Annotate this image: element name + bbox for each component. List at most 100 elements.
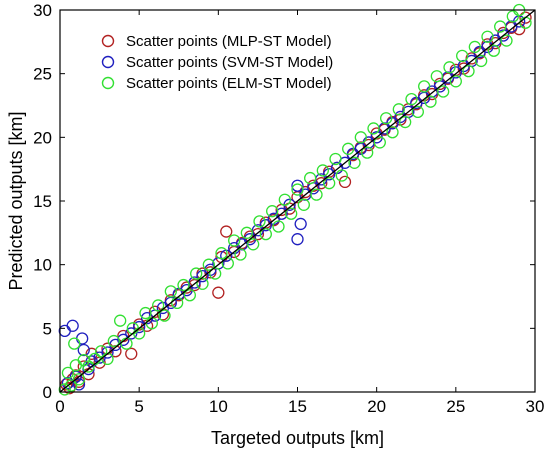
data-point [72,378,86,391]
data-point [361,146,374,159]
data-point [247,238,260,251]
data-point [399,115,412,129]
data-point [66,319,79,332]
legend-label: Scatter points (SVM-ST Model) [126,54,333,71]
data-point [272,220,285,233]
data-point [202,258,215,271]
x-tick-label: 15 [288,397,307,416]
data-point [125,327,138,340]
data-point [392,103,405,116]
data-point [82,360,95,373]
legend: Scatter points (MLP-ST Model) Scatter poi… [101,33,333,92]
data-point [316,164,329,177]
data-point [285,207,298,220]
y-tick-label: 30 [33,1,52,20]
x-axis-ticks: 0 5 10 15 20 25 30 [55,10,544,416]
data-point [125,347,138,360]
x-axis-label: Targeted outputs [km] [211,428,384,448]
data-point [304,171,317,185]
data-point [76,332,89,345]
data-point [323,168,336,181]
data-point [221,257,234,270]
data-point [95,345,108,358]
data-point [310,188,323,201]
data-point [348,156,361,169]
data-point [430,70,443,83]
legend-marker [101,55,115,69]
data-point [291,179,304,192]
data-point [449,75,462,88]
data-point [475,54,488,68]
data-point [196,269,209,283]
data-point [487,44,500,57]
y-tick-label: 15 [33,192,52,211]
legend-label: Scatter points (MLP-ST Model) [126,33,332,50]
data-point [437,85,450,98]
data-point [234,248,247,261]
y-tick-label: 5 [43,319,52,338]
data-point [354,131,367,144]
data-point [338,175,352,189]
data-point [220,225,233,238]
data-point [72,373,86,386]
data-point [152,299,165,312]
data-point [275,207,288,220]
y-tick-label: 10 [33,256,52,275]
data-point [107,334,120,348]
data-point [411,105,424,119]
data-point [215,247,228,260]
data-point [329,152,342,166]
data-point [373,136,386,149]
data-point [117,333,130,346]
data-point [68,337,81,350]
data-point [61,366,75,380]
data-point [323,177,336,190]
data-point [190,267,203,280]
data-point [58,383,71,396]
data-point [259,219,272,232]
x-tick-label: 0 [55,397,64,416]
data-point [101,346,114,359]
data-point [64,379,78,392]
data-point [164,285,177,298]
data-point [297,198,310,211]
x-tick-label: 25 [446,397,465,416]
data-point [494,20,507,33]
data-point [158,309,171,322]
data-point [367,122,380,135]
data-point [266,205,279,218]
data-point [77,343,90,357]
data-point [456,49,469,62]
y-tick-label: 25 [33,65,52,84]
data-point [513,22,526,36]
data-point [443,61,456,74]
data-point [196,277,209,290]
data-point [405,92,418,106]
x-tick-label: 30 [526,397,545,416]
data-point [278,193,291,206]
data-point [114,314,127,327]
y-tick-label: 0 [43,383,52,402]
legend-label: Scatter points (ELM-ST Model) [126,75,332,92]
data-point [481,40,494,54]
data-point [468,40,481,54]
x-tick-label: 10 [209,397,228,416]
data-point [177,278,190,292]
series-3 [58,3,532,396]
data-point [386,126,399,139]
y-axis-ticks: 0 5 10 15 20 25 30 [33,1,535,402]
reference-line [59,9,536,393]
data-point [212,286,225,299]
data-point [462,64,475,78]
data-point [335,169,348,182]
data-point [240,226,253,239]
data-point [139,306,152,320]
data-point [253,215,266,228]
data-point [506,10,519,23]
data-point [209,267,222,280]
data-point [294,217,307,231]
data-point [481,30,494,43]
data-point [69,359,82,372]
data-point [183,289,196,302]
data-point [58,324,71,338]
